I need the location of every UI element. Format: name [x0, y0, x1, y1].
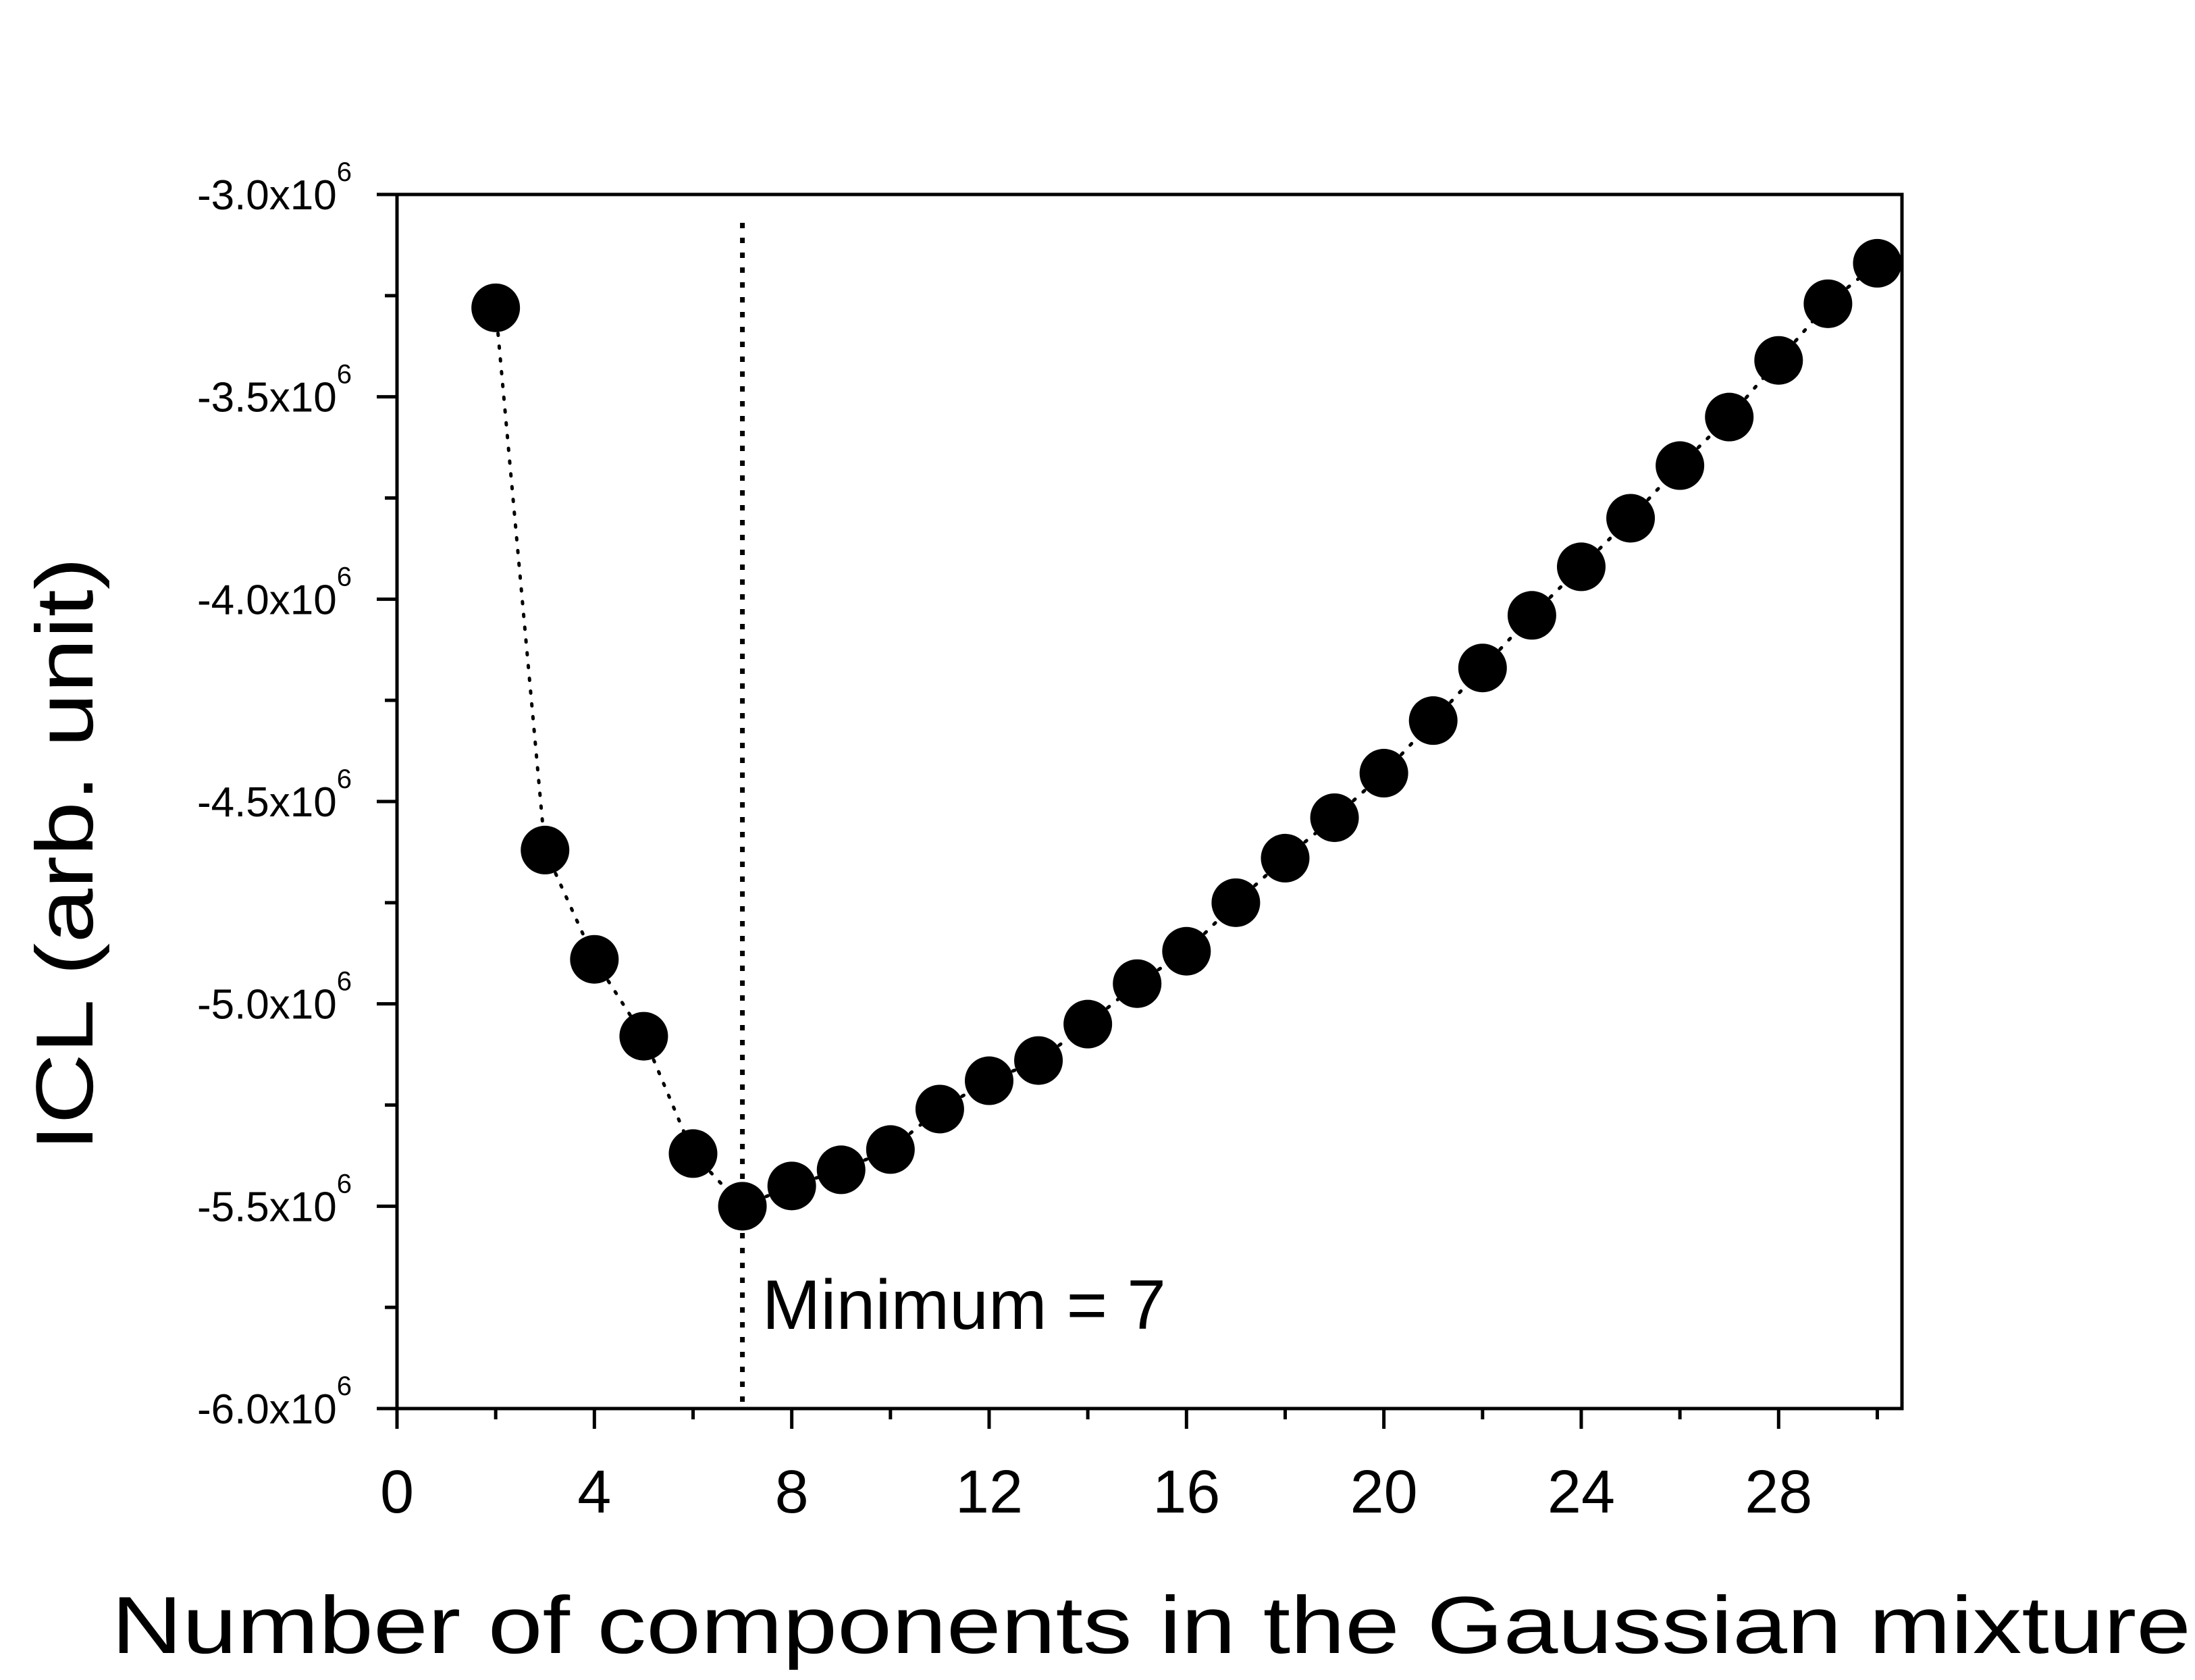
- data-point: [767, 1161, 816, 1211]
- data-point: [1408, 696, 1458, 745]
- data-point: [1014, 1036, 1063, 1085]
- y-tick-label: -4.0x106: [197, 562, 352, 623]
- data-point: [1556, 542, 1606, 592]
- data-point: [619, 1012, 668, 1061]
- data-point: [1310, 793, 1359, 842]
- x-tick-label: 8: [775, 1459, 809, 1526]
- data-point: [668, 1129, 718, 1178]
- y-axis-title: ICL (arb. unit): [20, 557, 110, 1151]
- data-point: [1113, 959, 1162, 1008]
- data-point: [1507, 591, 1556, 640]
- data-point: [1211, 878, 1261, 927]
- data-point: [471, 283, 521, 332]
- data-point: [1853, 238, 1902, 288]
- connector-segment: [741, 1184, 794, 1208]
- x-axis-title: Number of components in the Gaussian mix…: [111, 1580, 2191, 1671]
- y-tick-label: -5.0x106: [197, 967, 352, 1028]
- x-tick-label: 28: [1745, 1459, 1812, 1526]
- data-point: [521, 825, 570, 874]
- data-point: [1458, 644, 1507, 693]
- y-tick-label: -3.0x106: [197, 157, 352, 219]
- data-point: [1803, 279, 1853, 328]
- x-tick-label: 0: [380, 1459, 414, 1526]
- connector-segment: [839, 1147, 893, 1172]
- data-point: [816, 1145, 866, 1195]
- connector-segment: [987, 1059, 1040, 1083]
- y-tick-label: -6.0x106: [197, 1371, 352, 1433]
- connector-segment: [938, 1079, 991, 1111]
- data-point: [1261, 833, 1310, 883]
- y-tick-label: -3.5x106: [197, 360, 352, 421]
- x-axis-ticks: 0 4 8 12 16 20 24 28: [380, 1409, 1879, 1526]
- data-point: [1359, 749, 1408, 798]
- y-tick-label: -5.5x106: [197, 1169, 352, 1230]
- plot-frame: [395, 192, 1904, 1411]
- data-point: [1063, 999, 1113, 1049]
- connector-segment: [494, 306, 547, 852]
- data-points-layer: [471, 238, 1902, 1231]
- y-axis-ticks: -3.0x106 -3.5x106 -4.0x106 -4.5x106 -5.0x106…: [197, 157, 397, 1433]
- x-tick-label: 16: [1153, 1459, 1220, 1526]
- connector-segment: [790, 1167, 843, 1188]
- data-point: [1705, 392, 1754, 442]
- data-point: [1656, 441, 1705, 490]
- data-point: [718, 1182, 767, 1231]
- data-point: [964, 1056, 1013, 1105]
- data-point: [1754, 336, 1803, 385]
- data-point: [1162, 926, 1211, 976]
- x-tick-label: 20: [1350, 1459, 1418, 1526]
- x-tick-label: 12: [955, 1459, 1023, 1526]
- data-point: [866, 1125, 915, 1174]
- minimum-annotation: Minimum = 7: [762, 1266, 1166, 1344]
- x-tick-label: 24: [1548, 1459, 1615, 1526]
- y-tick-label: -4.5x106: [197, 764, 352, 826]
- data-point: [915, 1084, 964, 1134]
- data-point: [1606, 494, 1656, 543]
- data-point: [570, 935, 619, 984]
- x-tick-label: 4: [577, 1459, 611, 1526]
- connector-line-layer: [494, 261, 1879, 1208]
